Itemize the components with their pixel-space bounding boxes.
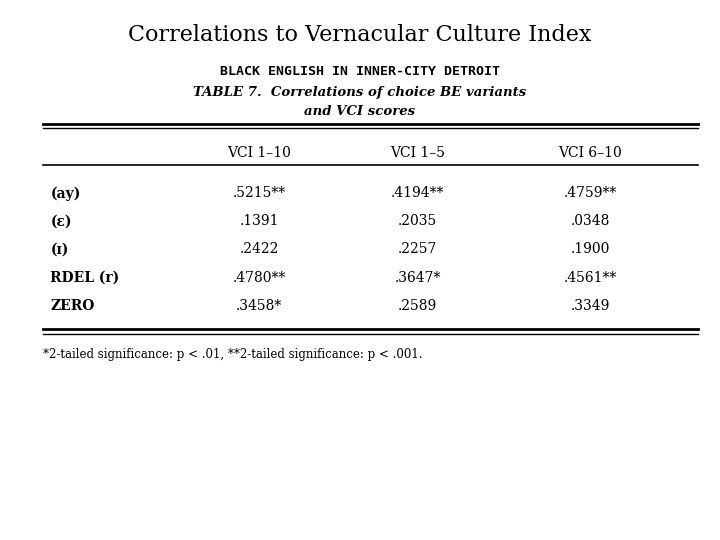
Text: .4194**: .4194** (391, 186, 444, 200)
Text: VCI 6–10: VCI 6–10 (559, 146, 622, 160)
Text: BLACK ENGLISH IN INNER-CITY DETROIT: BLACK ENGLISH IN INNER-CITY DETROIT (220, 65, 500, 78)
Text: .2035: .2035 (398, 214, 437, 228)
Text: (ay): (ay) (50, 186, 81, 201)
Text: .1900: .1900 (571, 242, 610, 256)
Text: and VCI scores: and VCI scores (305, 105, 415, 118)
Text: .3458*: .3458* (236, 299, 282, 313)
Text: Correlations to Vernacular Culture Index: Correlations to Vernacular Culture Index (128, 24, 592, 46)
Text: (ɛ): (ɛ) (50, 214, 72, 228)
Text: .2422: .2422 (240, 242, 279, 256)
Text: TABLE 7.  Correlations of choice BE variants: TABLE 7. Correlations of choice BE varia… (194, 86, 526, 99)
Text: .2257: .2257 (398, 242, 437, 256)
Text: .0348: .0348 (571, 214, 610, 228)
Text: VCI 1–5: VCI 1–5 (390, 146, 445, 160)
Text: .4759**: .4759** (564, 186, 617, 200)
Text: .4780**: .4780** (233, 271, 286, 285)
Text: .5215**: .5215** (233, 186, 286, 200)
Text: RDEL (r): RDEL (r) (50, 271, 120, 285)
Text: (ɪ): (ɪ) (50, 242, 69, 256)
Text: .4561**: .4561** (564, 271, 617, 285)
Text: .1391: .1391 (240, 214, 279, 228)
Text: .3647*: .3647* (395, 271, 441, 285)
Text: .3349: .3349 (571, 299, 610, 313)
Text: *2-tailed significance: p < .01, **2-tailed significance: p < .001.: *2-tailed significance: p < .01, **2-tai… (43, 348, 423, 361)
Text: VCI 1–10: VCI 1–10 (228, 146, 291, 160)
Text: ZERO: ZERO (50, 299, 95, 313)
Text: .2589: .2589 (398, 299, 437, 313)
